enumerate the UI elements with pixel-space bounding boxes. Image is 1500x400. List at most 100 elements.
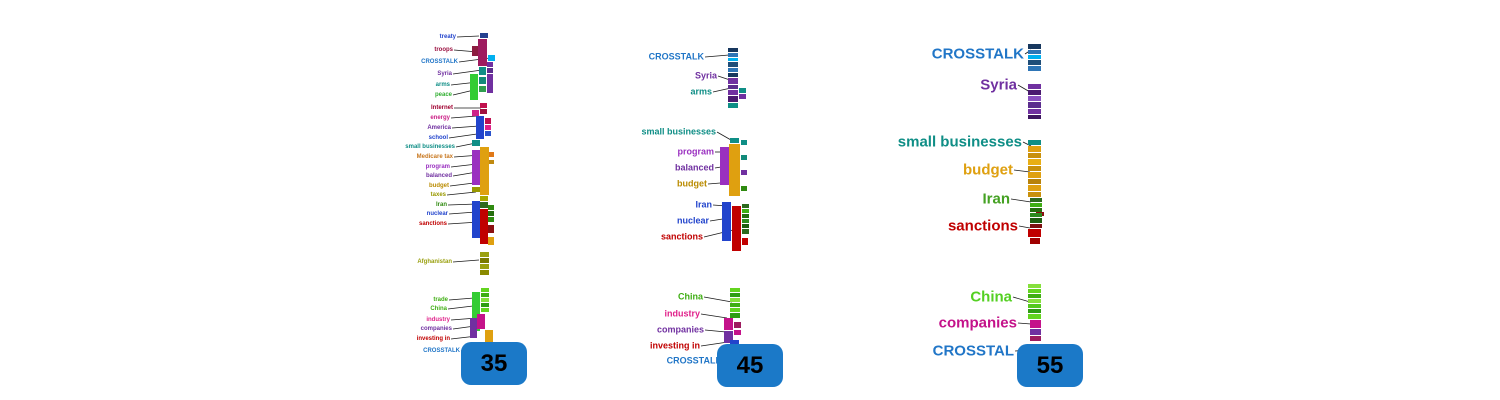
bar-segment (479, 77, 486, 84)
bar-segment (1028, 304, 1041, 308)
bar-segment (1030, 224, 1042, 228)
topic-label: Iran (695, 199, 712, 210)
bar-segment (728, 73, 738, 77)
bar-segment (742, 238, 748, 245)
bar-segment (480, 270, 489, 275)
topics-count-button-35[interactable]: 35 (461, 342, 527, 385)
leader-line (447, 305, 474, 310)
bar-segment (728, 85, 738, 89)
bar-segment (728, 53, 738, 57)
bar-segment (1028, 44, 1041, 49)
topic-label: CROSSTALK (423, 348, 460, 354)
topic-label: Internet (430, 105, 453, 111)
leader-line (704, 329, 727, 333)
bar-segment (1028, 179, 1041, 184)
bar-segment (1028, 299, 1041, 303)
bar-segment (488, 225, 494, 233)
bar-segment (1030, 238, 1040, 244)
bar-segment (487, 68, 493, 73)
bar-segment (1030, 198, 1042, 202)
bar-segment (730, 340, 739, 345)
bar-segment (1028, 96, 1041, 101)
leader-line (456, 35, 480, 38)
bar-segment (1028, 90, 1041, 95)
topic-label: companies (420, 326, 452, 332)
leader-line (700, 313, 728, 319)
bar-segment (728, 96, 738, 102)
topic-label: arms (435, 82, 450, 88)
bar-segment (728, 90, 738, 95)
bar-segment (1030, 329, 1041, 335)
topic-label: nuclear (676, 215, 709, 226)
topics-count-button-55[interactable]: 55 (1017, 344, 1083, 387)
bar-segment (728, 62, 738, 67)
bar-segment (741, 186, 747, 191)
leader-line (1012, 296, 1031, 303)
leader-line (451, 125, 480, 129)
bar-segment (480, 103, 487, 108)
bar-segment (472, 201, 480, 238)
topic-label: program (425, 164, 450, 170)
bar-segment (472, 110, 479, 116)
bar-segment (1028, 284, 1041, 288)
bar-segment (488, 217, 494, 222)
bar-segment (728, 48, 738, 52)
topic-label: program (677, 146, 714, 157)
bar-segment (476, 116, 484, 139)
topic-label: Afghanistan (417, 259, 452, 265)
bar-segment (481, 298, 489, 302)
bar-segment (1028, 140, 1041, 145)
bar-segment (1030, 336, 1041, 341)
leader-line (1010, 198, 1032, 203)
bar-segment (488, 205, 494, 210)
topic-label: troops (434, 47, 453, 53)
bar-segment (1030, 218, 1042, 223)
topic-label: balanced (674, 162, 714, 173)
bar-segment (489, 160, 494, 164)
leader-line (1018, 225, 1031, 229)
topic-label: budget (963, 161, 1013, 179)
topic-label: small businesses (897, 133, 1022, 151)
bar-segment (1028, 172, 1041, 178)
bar-segment (485, 125, 491, 130)
bar-segment (487, 62, 493, 67)
topic-label: sanctions (418, 221, 447, 227)
topic-label: treaty (439, 34, 456, 40)
leader-line (448, 211, 477, 215)
topic-label: sanctions (947, 217, 1018, 235)
topic-label: industry (664, 308, 700, 319)
bar-segment (724, 331, 733, 343)
leader-line (700, 341, 729, 347)
bar-segment (728, 78, 738, 84)
bar-segment (485, 118, 491, 124)
bar-segment (487, 74, 493, 93)
topic-label: industry (426, 317, 450, 323)
bar-segment (477, 314, 485, 329)
topic-label: CROSSTALK (666, 355, 722, 366)
bar-segment (480, 147, 489, 195)
topic-label: Iran (982, 190, 1010, 208)
bar-segment (480, 109, 487, 114)
topic-label: China (970, 288, 1012, 306)
topic-label: peace (434, 92, 452, 98)
topics-count-button-45[interactable]: 45 (717, 344, 783, 387)
topic-label: CROSSTALK (931, 45, 1024, 63)
topic-label: energy (430, 115, 450, 121)
bar-segment (1030, 320, 1041, 328)
leader-line (452, 259, 480, 263)
bar-segment (1028, 289, 1041, 293)
leader-line (703, 296, 733, 303)
topic-label: China (430, 306, 447, 312)
bar-segment (724, 318, 733, 330)
leader-line (1013, 169, 1031, 173)
bar-segment (1028, 159, 1041, 165)
bar-segment (739, 88, 746, 93)
bar-segment (478, 39, 487, 66)
bar-segment (480, 33, 488, 38)
bar-segment (734, 322, 741, 328)
bar-segment (742, 209, 749, 213)
bar-segment (472, 150, 480, 185)
topic-label: CROSSTAL (932, 342, 1014, 360)
topic-label: arms (690, 86, 712, 97)
